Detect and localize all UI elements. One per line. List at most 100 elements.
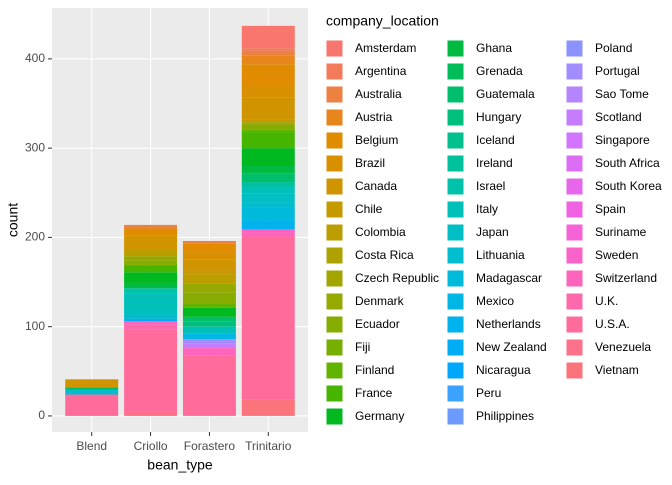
legend-title: company_location	[326, 13, 439, 29]
legend-key	[565, 223, 584, 242]
legend-label: Brazil	[355, 156, 385, 170]
bar-segment	[182, 259, 236, 271]
legend-label: South Korea	[595, 179, 662, 193]
bar-segment	[241, 236, 295, 400]
legend-label: Suriname	[595, 225, 647, 239]
legend-key	[565, 177, 584, 196]
legend-key	[565, 39, 584, 58]
bar-segment	[65, 390, 119, 395]
legend-label: Belgium	[355, 133, 398, 147]
legend-key	[325, 223, 344, 242]
legend-key	[325, 200, 344, 219]
legend-label: Singapore	[595, 133, 650, 147]
x-tick-label: Blend	[76, 439, 107, 453]
legend-key	[446, 407, 465, 426]
legend-label: Austria	[355, 110, 393, 124]
legend-key	[325, 62, 344, 81]
bar-segment	[241, 193, 295, 203]
bar-segment	[182, 243, 236, 253]
y-tick-label: 200	[25, 230, 45, 244]
y-tick-label: 0	[38, 408, 45, 422]
bar-segment	[182, 274, 236, 284]
legend-key	[565, 315, 584, 334]
bar-segment	[124, 235, 178, 250]
bar-segment	[241, 207, 295, 221]
bar-segment	[124, 282, 178, 289]
legend-label: Amsterdam	[355, 41, 416, 55]
legend-label: Lithuania	[476, 248, 525, 262]
bar-segment	[124, 324, 178, 330]
legend-label: Ecuador	[355, 317, 400, 331]
legend-label: Netherlands	[476, 317, 541, 331]
legend-key	[446, 85, 465, 104]
legend-label: U.K.	[595, 294, 618, 308]
bar-segment	[124, 265, 178, 273]
bar-segment	[182, 343, 236, 349]
legend-key	[565, 338, 584, 357]
legend-label: Fiji	[355, 340, 370, 354]
legend-label: Spain	[595, 202, 626, 216]
bar-segment	[241, 97, 295, 120]
legend-key	[446, 223, 465, 242]
legend-key	[325, 108, 344, 127]
legend-key	[565, 269, 584, 288]
legend-label: Sao Tome	[595, 87, 649, 101]
bar-segment	[241, 48, 295, 51]
bar-segment	[182, 348, 236, 356]
bar-segment	[182, 292, 236, 304]
bar-segment	[241, 55, 295, 65]
bar-segment	[241, 64, 295, 87]
legend-label: Sweden	[595, 248, 638, 262]
legend-label: Finland	[355, 363, 394, 377]
bar-segment	[124, 249, 178, 257]
legend-label: Germany	[355, 409, 404, 423]
bar-segment	[182, 303, 236, 308]
legend-label: Ireland	[476, 156, 513, 170]
bar-segment	[65, 394, 119, 416]
legend-label: Madagascar	[476, 271, 542, 285]
legend-key	[325, 246, 344, 265]
legend-key	[565, 154, 584, 173]
legend-label: South Africa	[595, 156, 660, 170]
x-tick-label: Forastero	[184, 439, 236, 453]
legend-key	[565, 292, 584, 311]
legend-label: Argentina	[355, 64, 407, 78]
bar-segment	[241, 122, 295, 125]
legend-key	[325, 338, 344, 357]
legend-key	[565, 85, 584, 104]
legend-key	[565, 246, 584, 265]
y-tick-label: 400	[25, 51, 45, 65]
x-tick-label: Criollo	[134, 439, 168, 453]
legend-key	[325, 315, 344, 334]
bar-segment	[241, 229, 295, 233]
legend-key	[325, 269, 344, 288]
legend-label: Scotland	[595, 110, 642, 124]
bar-segment	[241, 220, 295, 230]
legend-label: Czech Republic	[355, 271, 439, 285]
bar-segment	[182, 307, 236, 317]
legend-label: Colombia	[355, 225, 406, 239]
legend-label: Poland	[595, 41, 632, 55]
legend-label: Ghana	[476, 41, 512, 55]
legend-label: Israel	[476, 179, 505, 193]
legend-key	[565, 131, 584, 150]
legend-label: Denmark	[355, 294, 405, 308]
legend-key	[446, 384, 465, 403]
bar-segment	[182, 270, 236, 275]
bar-segment	[241, 86, 295, 98]
legend-key	[446, 246, 465, 265]
legend-key	[446, 177, 465, 196]
legend-label: Japan	[476, 225, 509, 239]
bar-segment	[182, 252, 236, 260]
legend-key	[446, 361, 465, 380]
bar-segment	[182, 355, 236, 416]
bar-segment	[124, 256, 178, 261]
bar-segment	[241, 25, 295, 49]
legend-label: Chile	[355, 202, 383, 216]
legend-key	[325, 292, 344, 311]
legend-key	[565, 361, 584, 380]
legend-key	[446, 292, 465, 311]
legend-key	[446, 39, 465, 58]
legend-key	[446, 131, 465, 150]
bar-segment	[182, 339, 236, 344]
